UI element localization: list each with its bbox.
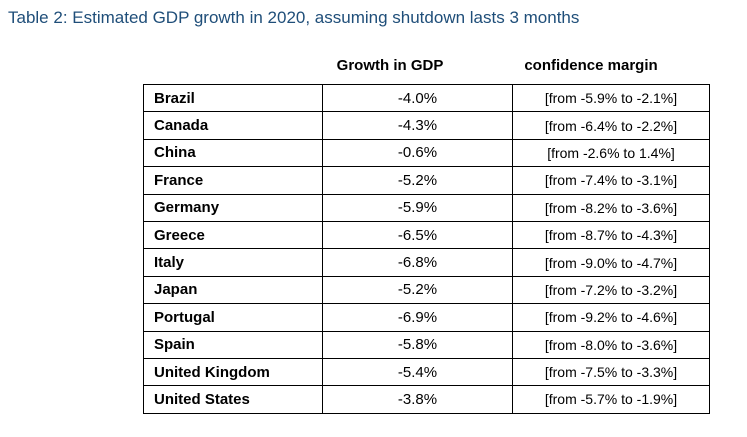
country-cell: United States (143, 385, 323, 414)
table-body: Brazil -4.0% [from -5.9% to -2.1%] Canada -4… (143, 83, 710, 414)
growth-cell: -3.8% (322, 385, 513, 414)
confidence-margin-cell: [from -5.7% to -1.9%] (512, 385, 710, 414)
growth-cell: -5.9% (322, 193, 513, 222)
table-row: Portugal -6.9% [from -9.2% to -4.6%] (143, 303, 710, 332)
table-row: China -0.6% [from -2.6% to 1.4%] (143, 138, 710, 168)
confidence-margin-cell: [from -6.4% to -2.2%] (512, 111, 710, 140)
confidence-margin-column-header: confidence margin (524, 57, 658, 74)
gdp-growth-table: Brazil -4.0% [from -5.9% to -2.1%] Canada -4… (143, 83, 710, 414)
country-cell: Canada (143, 111, 323, 140)
confidence-margin-cell: [from -7.5% to -3.3%] (512, 357, 710, 387)
growth-cell: -6.9% (322, 303, 513, 332)
country-cell: France (143, 166, 323, 195)
confidence-margin-cell: [from -7.4% to -3.1%] (512, 166, 710, 195)
table-row: Brazil -4.0% [from -5.9% to -2.1%] (143, 83, 710, 113)
confidence-margin-cell: [from -5.9% to -2.1%] (512, 83, 710, 113)
growth-cell: -4.0% (322, 83, 513, 113)
growth-cell: -5.4% (322, 357, 513, 387)
growth-cell: -5.2% (322, 275, 513, 305)
growth-cell: -5.8% (322, 330, 513, 359)
growth-column-header: Growth in GDP (336, 57, 444, 74)
confidence-margin-cell: [from -9.2% to -4.6%] (512, 303, 710, 332)
table-title: Table 2: Estimated GDP growth in 2020, a… (8, 8, 580, 27)
confidence-margin-cell: [from -8.0% to -3.6%] (512, 330, 710, 359)
country-cell: Japan (143, 275, 323, 305)
growth-cell: -5.2% (322, 166, 513, 195)
country-cell: Germany (143, 193, 323, 222)
table-row: Italy -6.8% [from -9.0% to -4.7%] (143, 248, 710, 277)
confidence-margin-cell: [from -2.6% to 1.4%] (512, 138, 710, 168)
confidence-margin-cell: [from -8.7% to -4.3%] (512, 220, 710, 250)
confidence-margin-cell: [from -8.2% to -3.6%] (512, 193, 710, 222)
country-cell: Spain (143, 330, 323, 359)
country-cell: Italy (143, 248, 323, 277)
country-cell: United Kingdom (143, 357, 323, 387)
country-cell: Brazil (143, 83, 323, 113)
country-cell: Greece (143, 220, 323, 250)
table-row: Germany -5.9% [from -8.2% to -3.6%] (143, 193, 710, 222)
confidence-margin-cell: [from -7.2% to -3.2%] (512, 275, 710, 305)
table-row: France -5.2% [from -7.4% to -3.1%] (143, 166, 710, 195)
table-row: United Kingdom -5.4% [from -7.5% to -3.3%] (143, 357, 710, 387)
table-row: Japan -5.2% [from -7.2% to -3.2%] (143, 275, 710, 305)
country-cell: China (143, 138, 323, 168)
country-cell: Portugal (143, 303, 323, 332)
table-row: United States -3.8% [from -5.7% to -1.9%] (143, 385, 710, 414)
growth-cell: -6.5% (322, 220, 513, 250)
table-row: Canada -4.3% [from -6.4% to -2.2%] (143, 111, 710, 140)
growth-cell: -0.6% (322, 138, 513, 168)
confidence-margin-cell: [from -9.0% to -4.7%] (512, 248, 710, 277)
table-row: Greece -6.5% [from -8.7% to -4.3%] (143, 220, 710, 250)
growth-cell: -4.3% (322, 111, 513, 140)
growth-cell: -6.8% (322, 248, 513, 277)
table-row: Spain -5.8% [from -8.0% to -3.6%] (143, 330, 710, 359)
